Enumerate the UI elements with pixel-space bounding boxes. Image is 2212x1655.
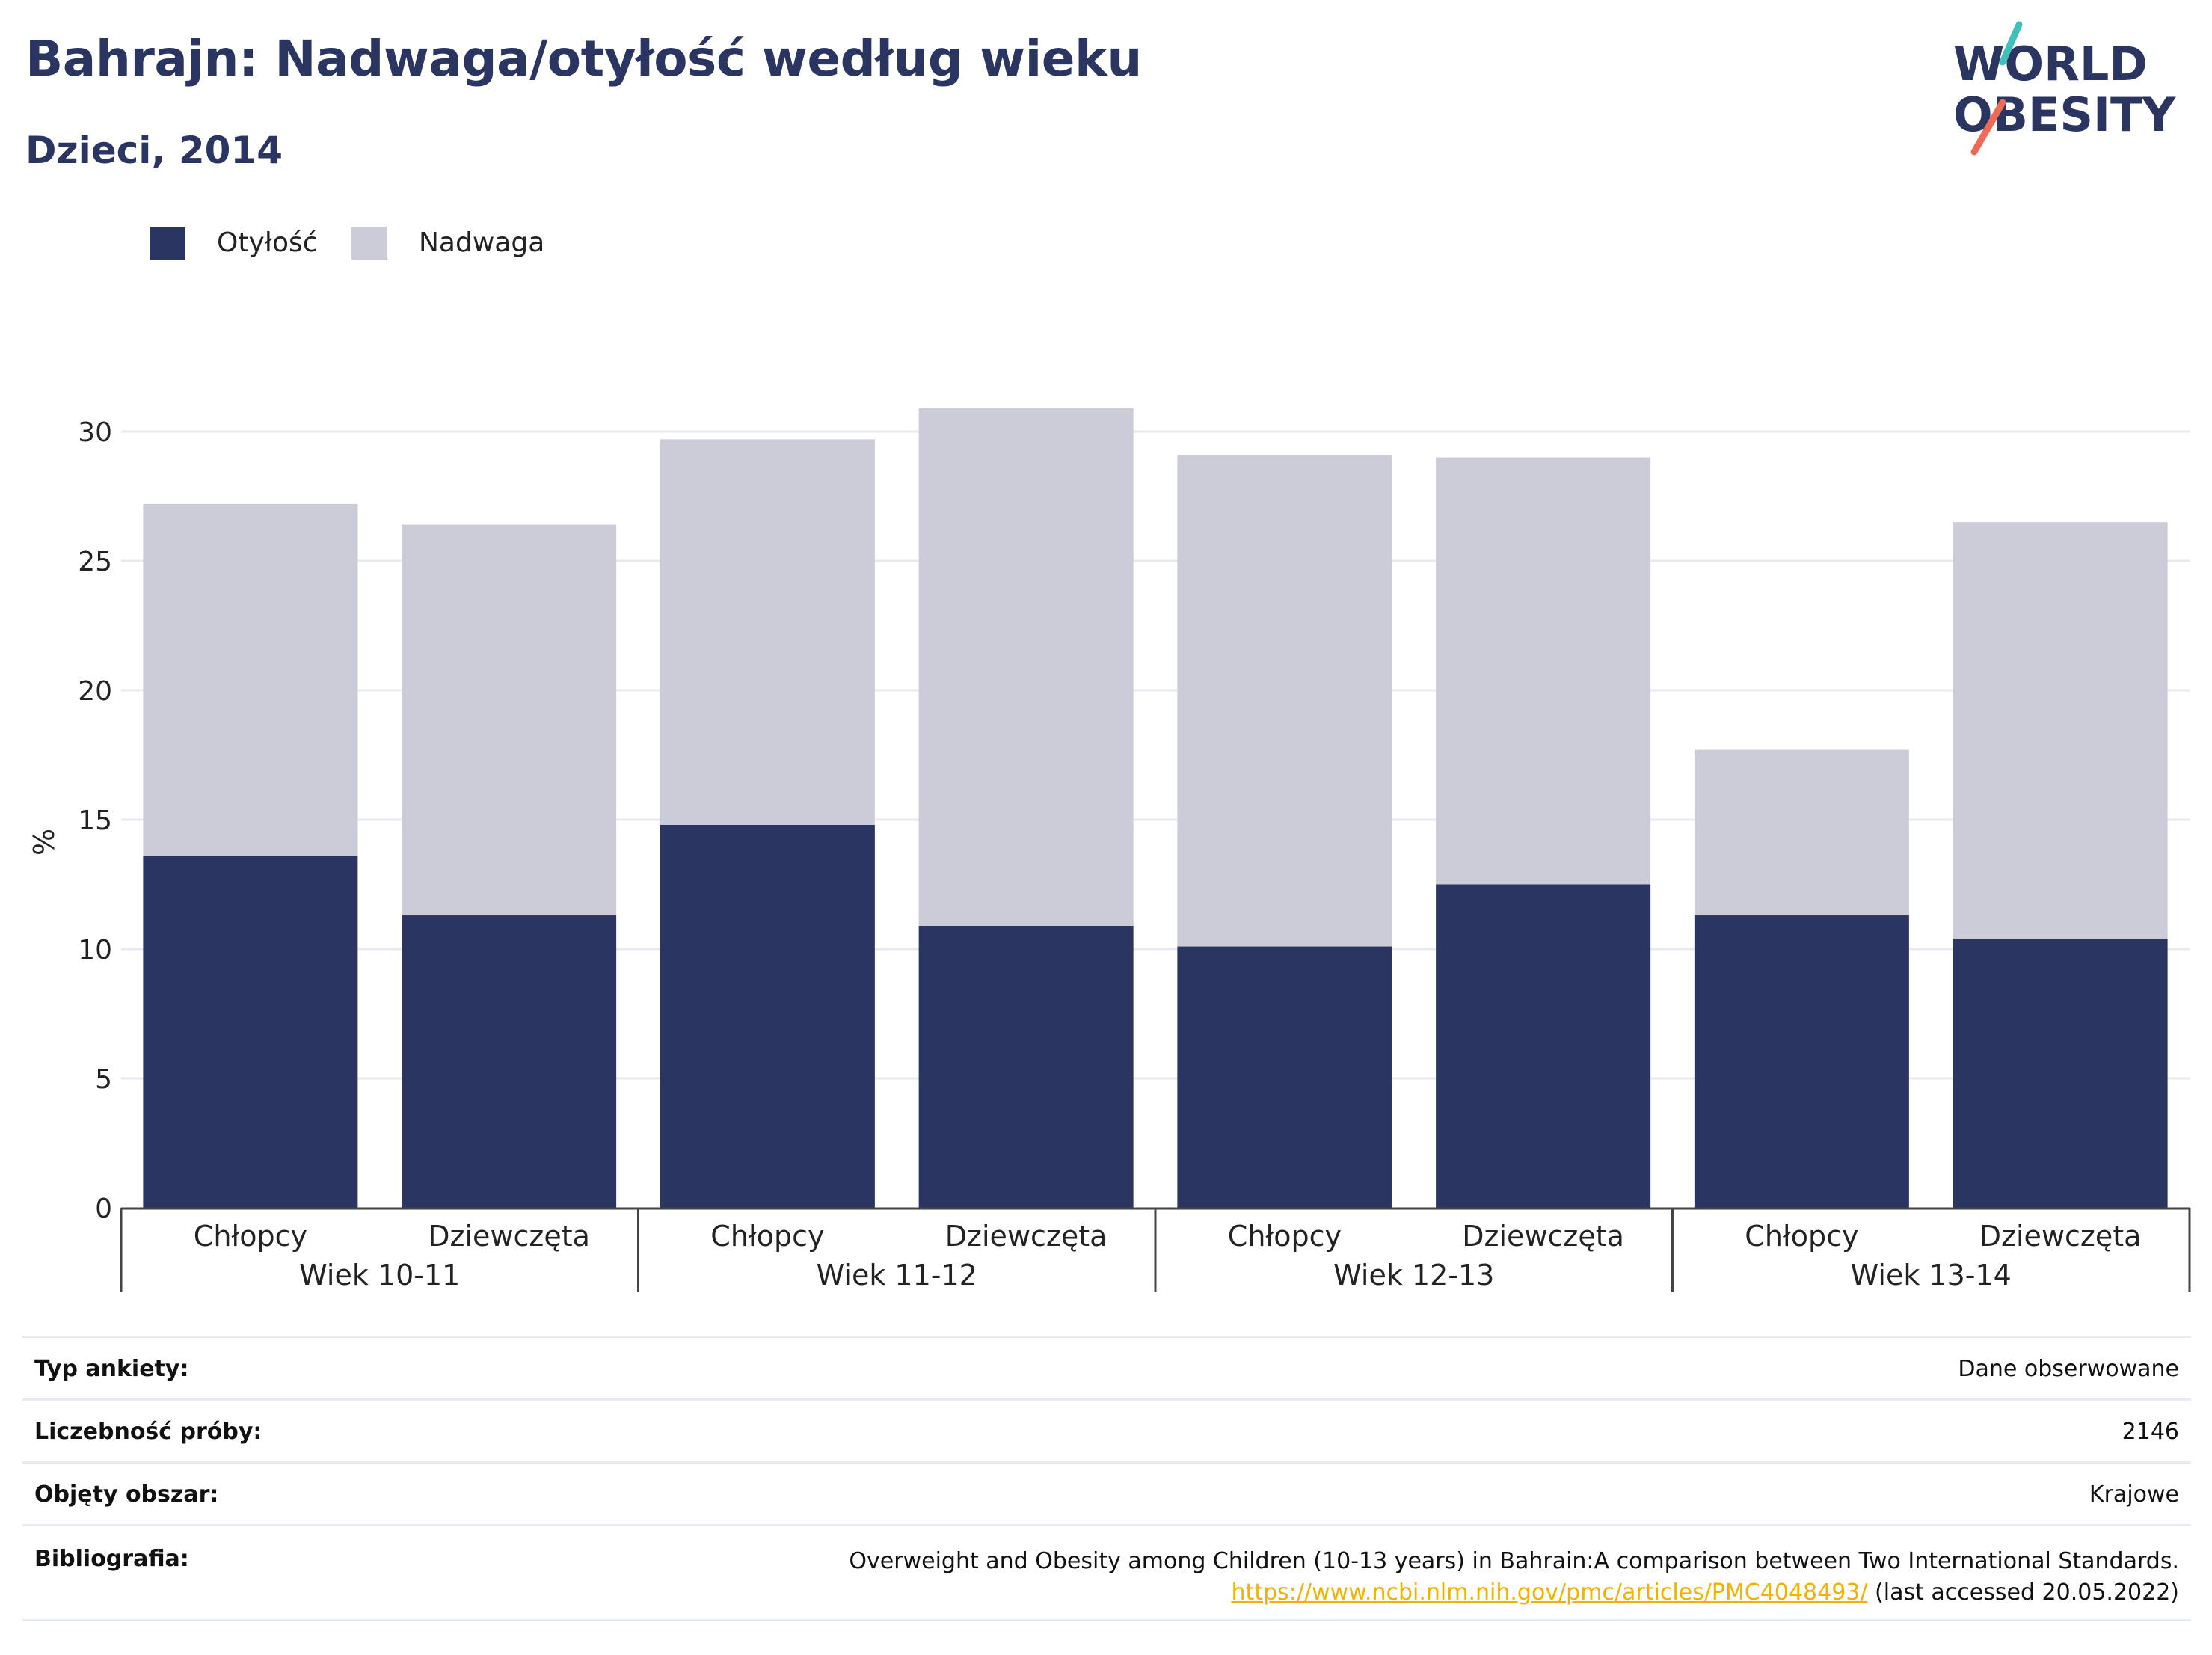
- bar-nadwaga: [1953, 522, 2168, 939]
- y-axis: 0 5 10 15 20 25 30: [78, 417, 112, 1224]
- bar-otylosc: [1436, 884, 1651, 1208]
- x-category-label: Dziewczęta: [1979, 1220, 2142, 1253]
- bar-otylosc: [1953, 939, 2168, 1208]
- legend-swatch-nadwaga: [351, 227, 387, 260]
- y-tick-label: 5: [95, 1064, 112, 1095]
- x-category-label: Chłopcy: [194, 1220, 307, 1253]
- bar-otylosc: [660, 824, 875, 1208]
- info-key: Objęty obszar:: [34, 1481, 219, 1508]
- bibliography-text: Overweight and Obesity among Children (1…: [849, 1548, 2179, 1574]
- legend-label-otylosc: Otyłość: [217, 227, 318, 258]
- world-obesity-logo: WORLD OBESITY: [1953, 21, 2176, 156]
- info-key: Bibliografia:: [34, 1546, 189, 1572]
- info-value: 2146: [2122, 1419, 2179, 1445]
- bar-nadwaga: [660, 439, 875, 825]
- info-row-bibliography: Bibliografia: Overweight and Obesity amo…: [22, 1524, 2191, 1621]
- info-row-sample-size: Liczebność próby: 2146: [22, 1398, 2191, 1461]
- bar-nadwaga: [402, 524, 617, 916]
- x-category-label: Chłopcy: [1745, 1220, 1858, 1253]
- info-row-survey-type: Typ ankiety: Dane obserwowane: [22, 1336, 2191, 1398]
- y-tick-label: 0: [95, 1194, 112, 1224]
- info-key: Liczebność próby:: [34, 1419, 262, 1445]
- x-category-label: Chłopcy: [1228, 1220, 1342, 1253]
- legend-swatch-otylosc: [150, 227, 185, 260]
- x-category-label: Chłopcy: [710, 1220, 824, 1253]
- info-value: Krajowe: [2089, 1481, 2179, 1508]
- bar-chart: 0 5 10 15 20 25 30 Chłopcy Dziewczęta Chłopcy Dzi…: [28, 408, 2191, 1292]
- x-category-label: Dziewczęta: [428, 1220, 590, 1253]
- bibliography-link[interactable]: https://www.ncbi.nlm.nih.gov/pmc/article…: [1231, 1579, 1868, 1606]
- logo-teal-slash: [1999, 21, 2023, 66]
- bar-nadwaga: [1694, 749, 1909, 916]
- y-tick-label: 25: [78, 547, 112, 577]
- bar-otylosc: [1694, 915, 1909, 1208]
- x-group-label: Wiek 12-13: [1333, 1259, 1494, 1292]
- bar-nadwaga: [1436, 457, 1651, 885]
- y-tick-label: 30: [78, 417, 112, 448]
- y-tick-label: 20: [78, 676, 112, 707]
- x-axis: Chłopcy Dziewczęta Chłopcy Dziewczęta Chłopc…: [120, 1207, 2191, 1292]
- legend-label-nadwaga: Nadwaga: [419, 227, 545, 258]
- logo-line2: OBESITY: [1953, 87, 2176, 142]
- bar-otylosc: [402, 915, 617, 1208]
- x-group-label: Wiek 13-14: [1851, 1259, 2012, 1292]
- info-key: Typ ankiety:: [34, 1356, 189, 1382]
- bibliography-link-line: https://www.ncbi.nlm.nih.gov/pmc/article…: [849, 1577, 2179, 1609]
- bar-otylosc: [143, 856, 358, 1208]
- chart-bars: [143, 408, 2168, 1208]
- page-title: Bahrajn: Nadwaga/otyłość według wieku: [25, 30, 1142, 87]
- y-axis-label: %: [28, 829, 61, 856]
- x-category-label: Dziewczęta: [1462, 1220, 1624, 1253]
- bar-otylosc: [918, 925, 1134, 1208]
- logo-coral-slash: [1970, 99, 2006, 156]
- logo-line1: WORLD: [1953, 37, 2148, 91]
- y-tick-label: 10: [78, 935, 112, 965]
- info-value: Dane obserwowane: [1958, 1356, 2179, 1382]
- x-category-label: Dziewczęta: [945, 1220, 1107, 1253]
- info-row-area-covered: Objęty obszar: Krajowe: [22, 1461, 2191, 1524]
- bar-nadwaga: [143, 503, 358, 856]
- info-value-bibliography: Overweight and Obesity among Children (1…: [849, 1546, 2179, 1609]
- y-tick-label: 15: [78, 805, 112, 836]
- bar-nadwaga: [918, 408, 1134, 926]
- x-group-label: Wiek 11-12: [817, 1259, 977, 1292]
- page-subtitle: Dzieci, 2014: [25, 129, 283, 172]
- x-group-label: Wiek 10-11: [299, 1259, 460, 1292]
- bar-nadwaga: [1177, 455, 1392, 947]
- info-table: Typ ankiety: Dane obserwowane Liczebność…: [22, 1336, 2191, 1621]
- bar-otylosc: [1177, 946, 1392, 1208]
- bibliography-suffix: (last accessed 20.05.2022): [1867, 1579, 2179, 1606]
